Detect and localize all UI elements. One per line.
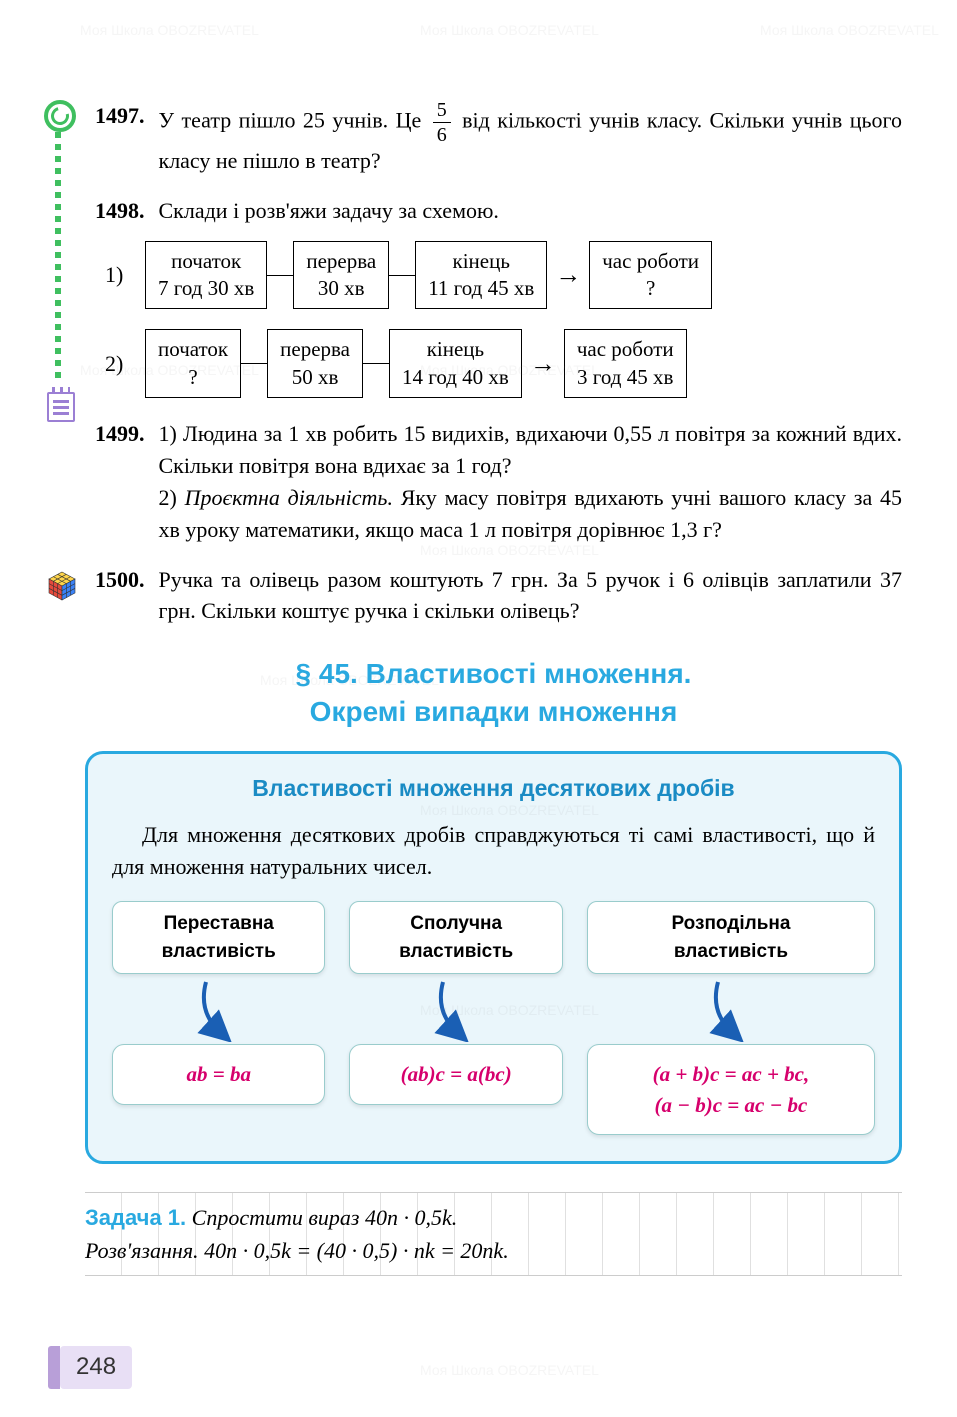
property-formula: (ab)c = a(bc): [349, 1044, 562, 1104]
scheme-box: перерва50 хв: [267, 329, 363, 398]
exercise-number: 1499.: [95, 418, 145, 450]
info-box-title: Властивості множення десяткових дробів: [112, 772, 875, 805]
arrow-right-icon: →: [547, 256, 589, 294]
exercise-text: Склади і розв'яжи задачу за схемою.: [159, 195, 903, 227]
properties-row: Переставнавластивість ab = ba Сполучнавл…: [112, 901, 875, 1135]
property-formula: (a + b)c = ac + bc, (a − b)c = ac − bc: [587, 1044, 875, 1135]
page-number: 248: [60, 1346, 132, 1389]
exercise-text: У театр пішло 25 учнів. Це 56 від кілько…: [159, 100, 903, 177]
scheme-row: 2) початок? перерва50 хв кінець14 год 40…: [105, 329, 902, 398]
info-box-intro: Для множення десяткових дробів справджую…: [112, 819, 875, 883]
recycle-icon: [44, 100, 76, 132]
property-column: Сполучнавластивість (ab)c = a(bc): [349, 901, 562, 1135]
property-label: Розподільнавластивість: [587, 901, 875, 974]
exercise-1498: 1498. Склади і розв'яжи задачу за схемою…: [85, 195, 902, 398]
arrow-right-icon: →: [522, 345, 564, 383]
exercise-number: 1497.: [95, 100, 145, 132]
curved-arrow-icon: [431, 974, 481, 1044]
properties-info-box: Властивості множення десяткових дробів Д…: [85, 751, 902, 1164]
task-label: Задача 1.: [85, 1205, 186, 1230]
exercise-1500: 1500. Ручка та олівець разом коштують 7 …: [85, 564, 902, 628]
scheme-box: кінець14 год 40 хв: [389, 329, 522, 398]
property-label: Сполучнавластивість: [349, 901, 562, 974]
section-title: § 45. Властивості множення. Окремі випад…: [85, 655, 902, 731]
exercise-text: 1) Людина за 1 хв робить 15 видихів, вди…: [159, 418, 903, 546]
scheme-box: початок7 год 30 хв: [145, 241, 267, 310]
scheme-box: час роботи3 год 45 хв: [564, 329, 687, 398]
curved-arrow-icon: [194, 974, 244, 1044]
exercise-1497: 1497. У театр пішло 25 учнів. Це 56 від …: [85, 100, 902, 177]
solution-label: Розв'язання.: [85, 1238, 199, 1263]
property-formula: ab = ba: [112, 1044, 325, 1104]
scheme-box: початок?: [145, 329, 241, 398]
property-column: Переставнавластивість ab = ba: [112, 901, 325, 1135]
property-label: Переставнавластивість: [112, 901, 325, 974]
fraction: 56: [433, 100, 451, 145]
curved-arrow-icon: [706, 974, 756, 1044]
scheme-box: кінець11 год 45 хв: [415, 241, 547, 310]
rubiks-cube-icon: [47, 571, 77, 601]
exercise-number: 1500.: [95, 564, 145, 596]
exercise-text: Ручка та олівець разом коштують 7 грн. З…: [159, 564, 903, 628]
exercise-number: 1498.: [95, 195, 145, 227]
scheme: 1) початок7 год 30 хв перерва30 хв кінец…: [105, 241, 902, 398]
property-column: Розподільнавластивість (a + b)c = ac + b…: [587, 901, 875, 1135]
margin-dotted-line: [55, 108, 61, 383]
scheme-box: час роботи?: [589, 241, 712, 310]
scheme-box: перерва30 хв: [293, 241, 389, 310]
worked-example: Задача 1. Спростити вираз 40n · 0,5k. Ро…: [85, 1192, 902, 1276]
scheme-row: 1) початок7 год 30 хв перерва30 хв кінец…: [105, 241, 902, 310]
notebook-icon: [47, 392, 75, 422]
exercise-1499: 1499. 1) Людина за 1 хв робить 15 видихі…: [85, 418, 902, 546]
